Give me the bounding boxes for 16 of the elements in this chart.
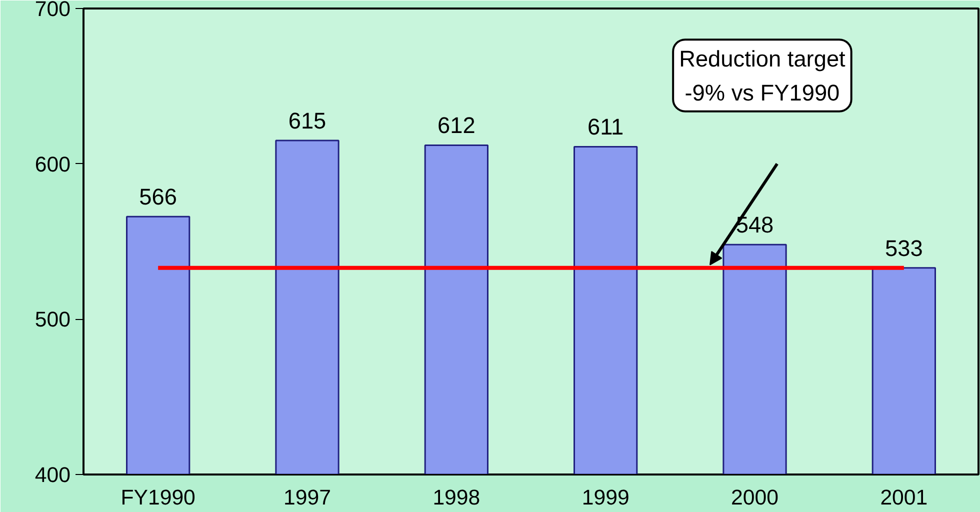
x-tick-label: 1998 <box>432 486 480 510</box>
data-label: 611 <box>588 114 624 140</box>
data-label: 612 <box>438 112 476 138</box>
data-label: 566 <box>139 184 177 210</box>
x-tick-label: FY1990 <box>120 486 196 510</box>
data-label: 533 <box>885 234 923 261</box>
x-tick-label: 1997 <box>284 486 331 510</box>
y-tick-label: 500 <box>34 308 71 332</box>
y-tick-label: 600 <box>34 152 71 176</box>
x-tick-label: 2001 <box>880 486 928 510</box>
data-label: 615 <box>288 108 326 134</box>
x-tick-label: 1999 <box>582 486 630 510</box>
y-tick-label: 700 <box>34 0 71 21</box>
y-tick-label: 400 <box>34 463 71 487</box>
x-tick-label: 2000 <box>731 486 779 510</box>
annotation: Reduction target -9% vs FY1990 <box>679 46 846 106</box>
